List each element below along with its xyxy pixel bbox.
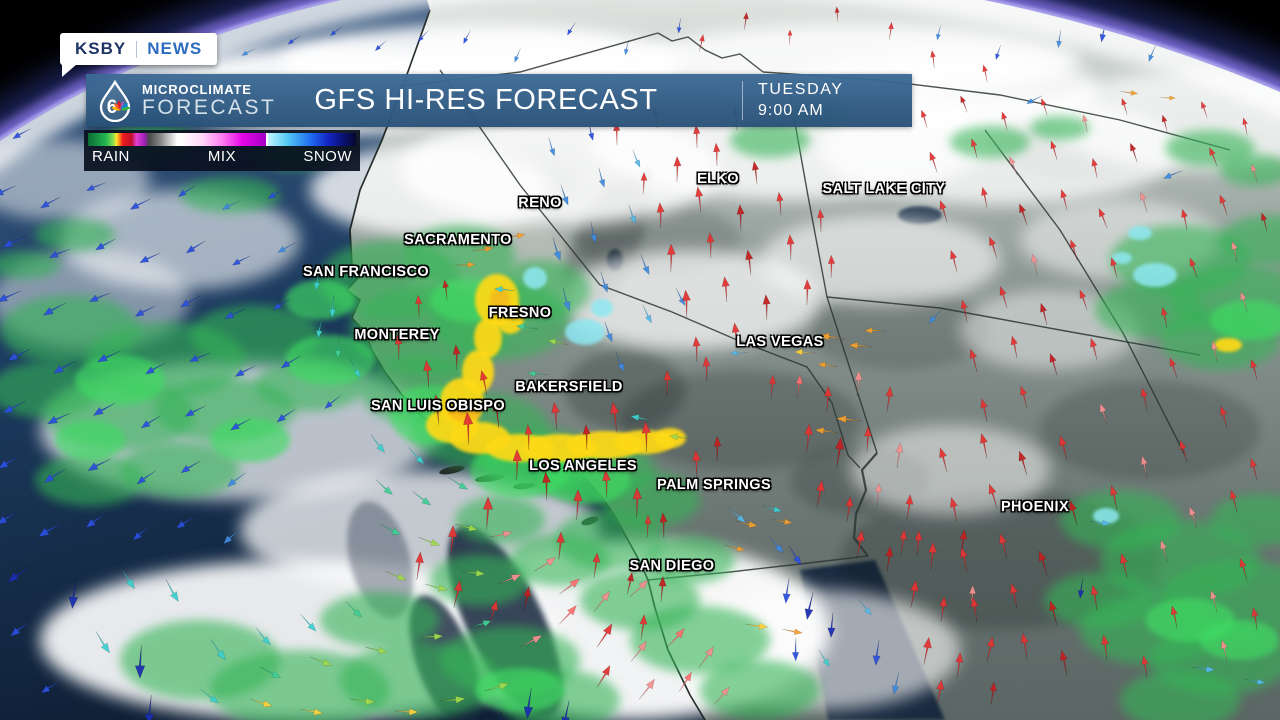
brand-line1: MICROCLIMATE	[142, 82, 252, 97]
mix-gradient-swatch	[179, 133, 267, 146]
brand-line2: FORECAST	[142, 96, 277, 119]
forecast-title-banner: 6 MICROCLIMATE FORECAST GFS HI-RES FOREC…	[86, 74, 912, 127]
precip-colorbar	[88, 133, 356, 146]
forecast-model-title: GFS HI-RES FORECAST	[314, 84, 658, 116]
legend-labels-row: RAIN MIX SNOW	[88, 146, 356, 168]
valid-day: TUESDAY	[758, 81, 844, 98]
legend-label-snow: SNOW	[303, 148, 352, 165]
microclimate-brand: 6 MICROCLIMATE FORECAST	[95, 79, 276, 122]
brand-wordmark: MICROCLIMATE FORECAST	[142, 83, 276, 118]
legend-label-mix: MIX	[207, 148, 237, 165]
badge-divider	[136, 40, 138, 58]
precip-type-legend: RAIN MIX SNOW	[84, 130, 360, 171]
rain-gradient-swatch	[88, 133, 180, 146]
valid-time-block: TUESDAY 9:00 AM	[742, 81, 844, 120]
snow-gradient-swatch	[266, 133, 356, 146]
station-call-sign: KSBY	[75, 39, 127, 58]
station-division: NEWS	[147, 39, 203, 58]
station-badge: KSBY NEWS	[60, 33, 218, 77]
peacock-icon	[111, 100, 131, 111]
legend-label-rain: RAIN	[92, 148, 130, 165]
microclimate-drop-logo-icon: 6	[99, 79, 131, 122]
valid-time: 9:00 AM	[758, 102, 824, 119]
